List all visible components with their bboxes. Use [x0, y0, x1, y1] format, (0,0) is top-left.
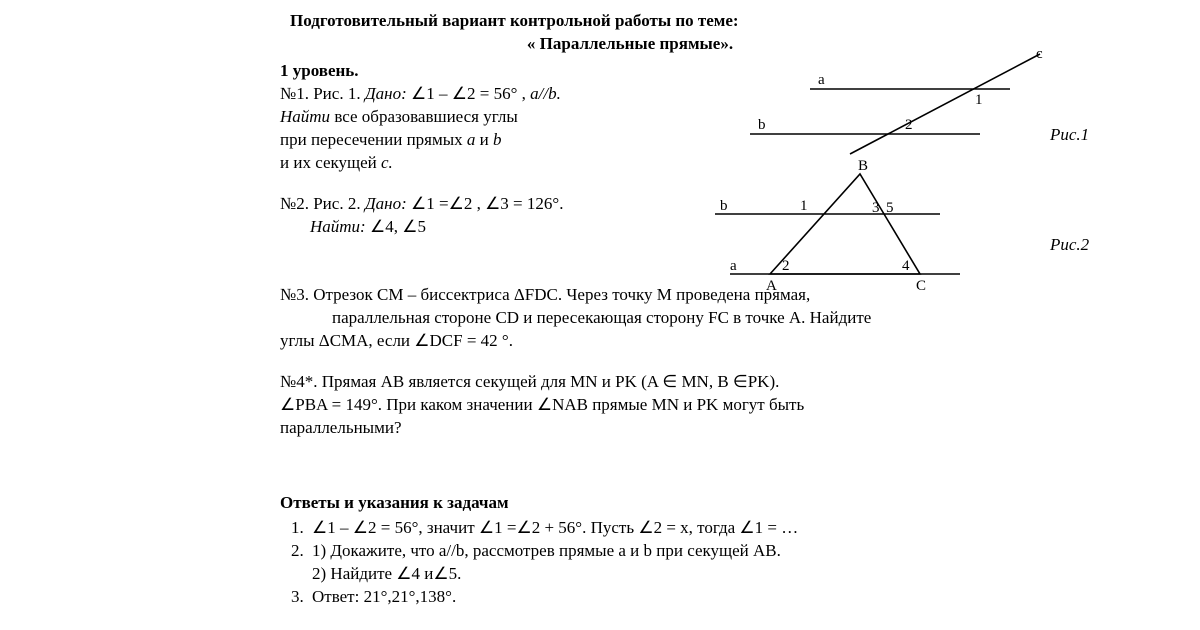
svg-text:4: 4: [902, 258, 910, 274]
answers-list: ∠1 – ∠2 = 56°, значит ∠1 =∠2 + 56°. Пуст…: [308, 517, 1040, 609]
svg-text:C: C: [916, 278, 926, 294]
svg-text:1: 1: [800, 198, 808, 214]
svg-text:c: c: [1036, 46, 1043, 62]
p4-l2: ∠PBA = 149°. При каком значении ∠NAB пря…: [280, 394, 1040, 417]
p1-l2b: все образовавшиеся углы: [334, 107, 517, 126]
svg-text:1: 1: [975, 92, 983, 108]
p3-l3: углы ΔCMA, если ∠DCF = 42 °.: [280, 330, 1040, 353]
p1-l3d: b: [493, 130, 502, 149]
problem-3: №3. Отрезок CM – биссектриса ΔFDC. Через…: [280, 284, 1040, 353]
p1-l1d: a//b.: [530, 84, 561, 103]
answers-heading: Ответы и указания к задачам: [280, 492, 1040, 515]
p1-l1b: Дано:: [365, 84, 407, 103]
p2-l2a: Найти:: [310, 217, 366, 236]
heading-2: « Параллельные прямые».: [220, 33, 1040, 56]
p4-l1: №4*. Прямая AB является секущей для MN и…: [280, 371, 1040, 394]
svg-text:a: a: [818, 72, 825, 88]
p1-l3c: и: [475, 130, 493, 149]
svg-text:b: b: [720, 198, 728, 214]
svg-text:5: 5: [886, 200, 894, 216]
p1-l1c: ∠1 – ∠2 = 56° ,: [407, 84, 530, 103]
svg-text:2: 2: [782, 258, 790, 274]
svg-text:3: 3: [872, 200, 880, 216]
fig2-label: Рис.2: [1050, 234, 1089, 257]
problem-4: №4*. Прямая AB является секущей для MN и…: [280, 371, 1040, 440]
p1-l4: и их секущей: [280, 153, 381, 172]
p1-l3: при пересечении прямых: [280, 130, 467, 149]
svg-text:A: A: [766, 278, 777, 294]
answer-1: ∠1 – ∠2 = 56°, значит ∠1 =∠2 + 56°. Пуст…: [308, 517, 1040, 540]
p2-l1b: Дано:: [365, 194, 407, 213]
fig1-label: Рис.1: [1050, 124, 1089, 147]
svg-text:a: a: [730, 258, 737, 274]
answer-3: Ответ: 21°,21°,138°.: [308, 586, 1040, 609]
p2-l2b: ∠4, ∠5: [366, 217, 426, 236]
p3-l2: параллельная стороне CD и пересекающая с…: [332, 307, 1040, 330]
p1-l2a: Найти: [280, 107, 334, 126]
p2-l1c: ∠1 =∠2 , ∠3 = 126°.: [407, 194, 564, 213]
p1-l4b: c.: [381, 153, 393, 172]
figures: a b c 1 2 b a B A C 1: [780, 64, 1120, 294]
svg-text:b: b: [758, 117, 766, 133]
p1-l1a: №1. Рис. 1.: [280, 84, 365, 103]
svg-text:B: B: [858, 158, 868, 174]
svg-text:2: 2: [905, 117, 913, 133]
geometry-figures: a b c 1 2 b a B A C 1: [780, 64, 1120, 294]
p2-l1a: №2. Рис. 2.: [280, 194, 365, 213]
heading-1: Подготовительный вариант контрольной раб…: [290, 10, 1040, 33]
answer-2: 1) Докажите, что a//b, рассмотрев прямые…: [308, 540, 1040, 586]
p4-l3: параллельными?: [280, 417, 1040, 440]
